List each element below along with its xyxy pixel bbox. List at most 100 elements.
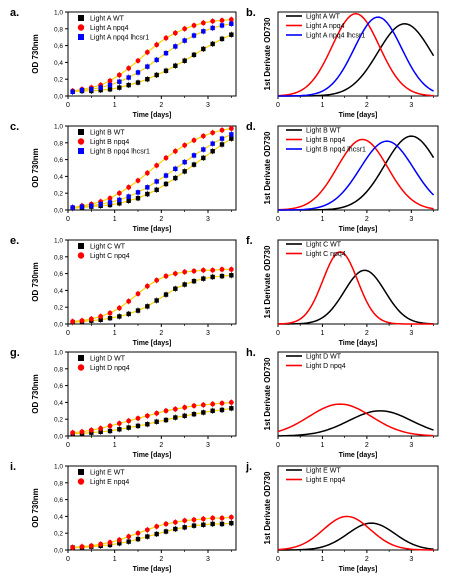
y-tick-label: 0,0 xyxy=(54,208,63,215)
data-point xyxy=(229,21,234,26)
data-point xyxy=(191,162,197,167)
x-tick-label: 1 xyxy=(113,330,117,337)
data-point xyxy=(107,78,113,84)
chart-panel-f: 0 1 2 3 Time [days] 1st Derivate OD730 f. Light… xyxy=(246,235,439,347)
y-tick-label: 0,0 xyxy=(54,434,63,441)
x-tick-label: 2 xyxy=(365,216,369,223)
data-point xyxy=(79,429,85,435)
legend-marker xyxy=(78,148,84,154)
data-point xyxy=(135,58,141,64)
data-point xyxy=(182,518,188,523)
y-tick-label: 0,6 xyxy=(54,271,63,278)
data-point xyxy=(173,175,178,181)
data-point xyxy=(89,203,94,208)
data-point xyxy=(107,82,113,88)
x-tick-label: 3 xyxy=(206,442,210,449)
data-point xyxy=(135,190,141,195)
data-point xyxy=(145,534,150,539)
data-point xyxy=(154,410,160,416)
data-point xyxy=(154,57,159,63)
data-point xyxy=(219,273,225,279)
series-line xyxy=(277,250,434,325)
y-tick-label: 0,0 xyxy=(54,322,63,329)
y-tick-label: 0,2 xyxy=(54,417,63,424)
plot-frame xyxy=(277,239,439,325)
data-point xyxy=(116,190,122,196)
x-tick-label: 0 xyxy=(276,216,280,223)
panel-letter: a. xyxy=(10,7,19,19)
data-point xyxy=(117,541,122,546)
data-point xyxy=(210,515,216,521)
data-point xyxy=(182,282,187,287)
data-point xyxy=(191,278,197,284)
y-tick-label: 1,0 xyxy=(54,10,63,17)
x-tick-label: 2 xyxy=(365,102,369,109)
fit-curve xyxy=(72,522,232,549)
data-point xyxy=(228,17,234,22)
data-point xyxy=(229,132,234,137)
panel-letter: h. xyxy=(246,347,256,359)
data-point xyxy=(210,521,215,527)
x-tick-label: 0 xyxy=(66,442,70,449)
data-point xyxy=(145,77,150,82)
y-tick-label: 0,0 xyxy=(54,94,63,101)
data-point xyxy=(117,85,122,90)
data-point xyxy=(210,401,216,407)
legend-label: Light A WT xyxy=(90,16,125,23)
data-point xyxy=(107,423,113,429)
data-point xyxy=(145,64,150,69)
legend-label: Light D WT xyxy=(90,356,126,363)
data-point xyxy=(172,406,178,412)
legend-label: Light A npq4 lhcsr1 xyxy=(90,35,149,42)
data-point xyxy=(201,522,206,527)
legend-label: Light A npq4 xyxy=(90,25,129,32)
data-point xyxy=(163,155,169,161)
data-point xyxy=(163,273,169,279)
data-point xyxy=(228,267,234,272)
data-point xyxy=(116,305,122,311)
data-point xyxy=(229,32,234,37)
panel-letter: d. xyxy=(246,121,256,133)
legend-label: Light E npq4 xyxy=(306,477,345,484)
legend-label: Light D WT xyxy=(306,354,342,361)
x-tick-label: 2 xyxy=(159,330,163,337)
data-point xyxy=(126,82,131,88)
panel-letter: j. xyxy=(245,461,252,473)
x-tick-label: 2 xyxy=(159,216,163,223)
data-point xyxy=(210,149,215,154)
data-point xyxy=(126,311,131,317)
chart-panel-g: 0 1 2 3 Time [days] 0,0 0,2 0,4 0,6 0,8 1,0 OD 730n… xyxy=(10,347,237,459)
data-point xyxy=(219,136,225,141)
x-axis-label: Time [days] xyxy=(133,226,172,233)
plot-frame xyxy=(67,239,237,325)
x-tick-label: 1 xyxy=(113,102,117,109)
plot-frame xyxy=(277,465,439,551)
series-line xyxy=(277,410,434,437)
data-point xyxy=(229,136,234,141)
data-point xyxy=(144,170,150,176)
data-point xyxy=(154,531,159,537)
data-point xyxy=(107,315,113,321)
y-axis-label: OD 730nm xyxy=(31,148,40,188)
x-tick-label: 1 xyxy=(320,216,324,223)
legend-marker xyxy=(77,138,85,145)
data-point xyxy=(173,166,178,172)
data-point xyxy=(228,514,234,520)
x-tick-label: 3 xyxy=(409,216,413,223)
data-point xyxy=(107,195,113,201)
data-point xyxy=(228,126,234,131)
y-tick-label: 0,8 xyxy=(54,140,63,147)
chart-panel-b: 0 1 2 3 Time [days] 1st Derivate OD730 b. Light… xyxy=(246,7,439,119)
data-point xyxy=(126,425,131,430)
x-tick-label: 1 xyxy=(113,216,117,223)
data-point xyxy=(135,308,141,313)
data-point xyxy=(107,310,113,316)
data-point xyxy=(182,26,188,32)
data-point xyxy=(229,406,234,411)
y-tick-label: 1,0 xyxy=(54,124,63,131)
data-point xyxy=(70,430,76,436)
chart-panel-d: 0 1 2 3 Time [days] 1st Derivate OD730 d. Light… xyxy=(246,121,439,233)
y-axis-label: OD 730nm xyxy=(31,262,40,302)
y-tick-label: 0,0 xyxy=(54,548,63,555)
x-tick-label: 0 xyxy=(66,216,70,223)
